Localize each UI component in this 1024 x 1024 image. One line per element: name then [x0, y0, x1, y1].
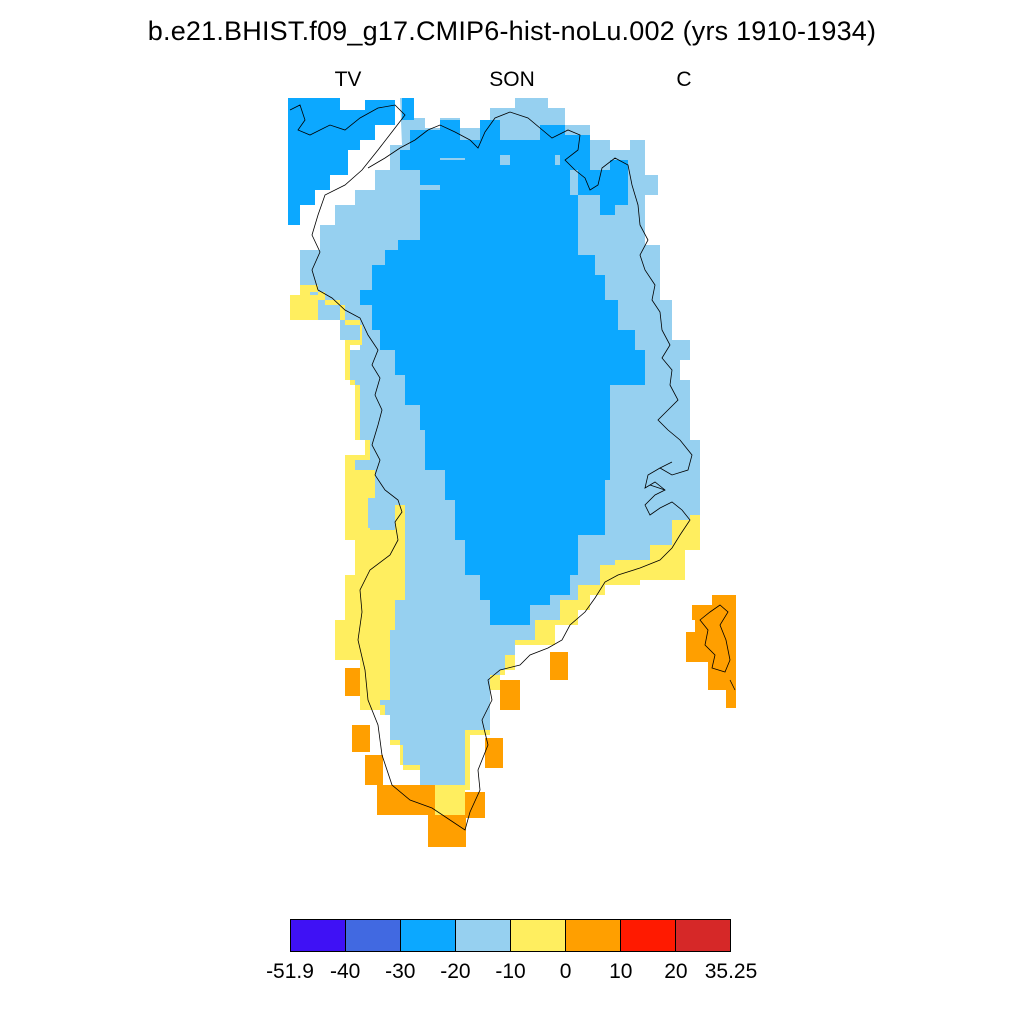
colorbar-tick-label: 10: [609, 960, 633, 983]
region-dark-blue-top: [400, 120, 628, 215]
region-lb-sw-spot: [368, 498, 394, 528]
colorbar-tick-label: -20: [440, 960, 471, 983]
colorbar-segment-3: [456, 920, 511, 951]
colorbar-tick-label: -10: [495, 960, 526, 983]
colorbar-segment-5: [566, 920, 621, 951]
subtitle-right: C: [676, 68, 692, 91]
colorbar-segment-1: [346, 920, 401, 951]
colorbar-segment-2: [401, 920, 456, 951]
region-yellow-w: [290, 295, 318, 320]
plot-title: b.e21.BHIST.f09_g17.CMIP6-hist-noLu.002 …: [147, 16, 877, 46]
colorbar-tick-label: 0: [559, 960, 572, 983]
region-orange: [345, 595, 736, 847]
colorbar-segment-4: [511, 920, 566, 951]
region-dark-blue: [360, 140, 645, 625]
colorbar-tick-label: 20: [664, 960, 688, 983]
coastline: [289, 104, 736, 831]
colorbar-segment-6: [621, 920, 676, 951]
region-dark-blue-nw: [288, 98, 395, 225]
colorbar-segment-0: [291, 920, 346, 951]
colorbar-tick-label: -51.9: [266, 960, 314, 983]
region-yellow-s: [430, 790, 465, 815]
colorbar-tick-label: -40: [329, 960, 361, 983]
region-yellow-sw: [335, 470, 405, 710]
colorbar-segment-7: [676, 920, 730, 951]
subtitle-center: SON: [489, 68, 535, 91]
colorbar: [290, 919, 731, 952]
subtitle-left: TV: [334, 68, 362, 91]
colorbar-tick-label: 35.25: [704, 960, 758, 983]
colorbar-tick-label: -30: [385, 960, 416, 983]
